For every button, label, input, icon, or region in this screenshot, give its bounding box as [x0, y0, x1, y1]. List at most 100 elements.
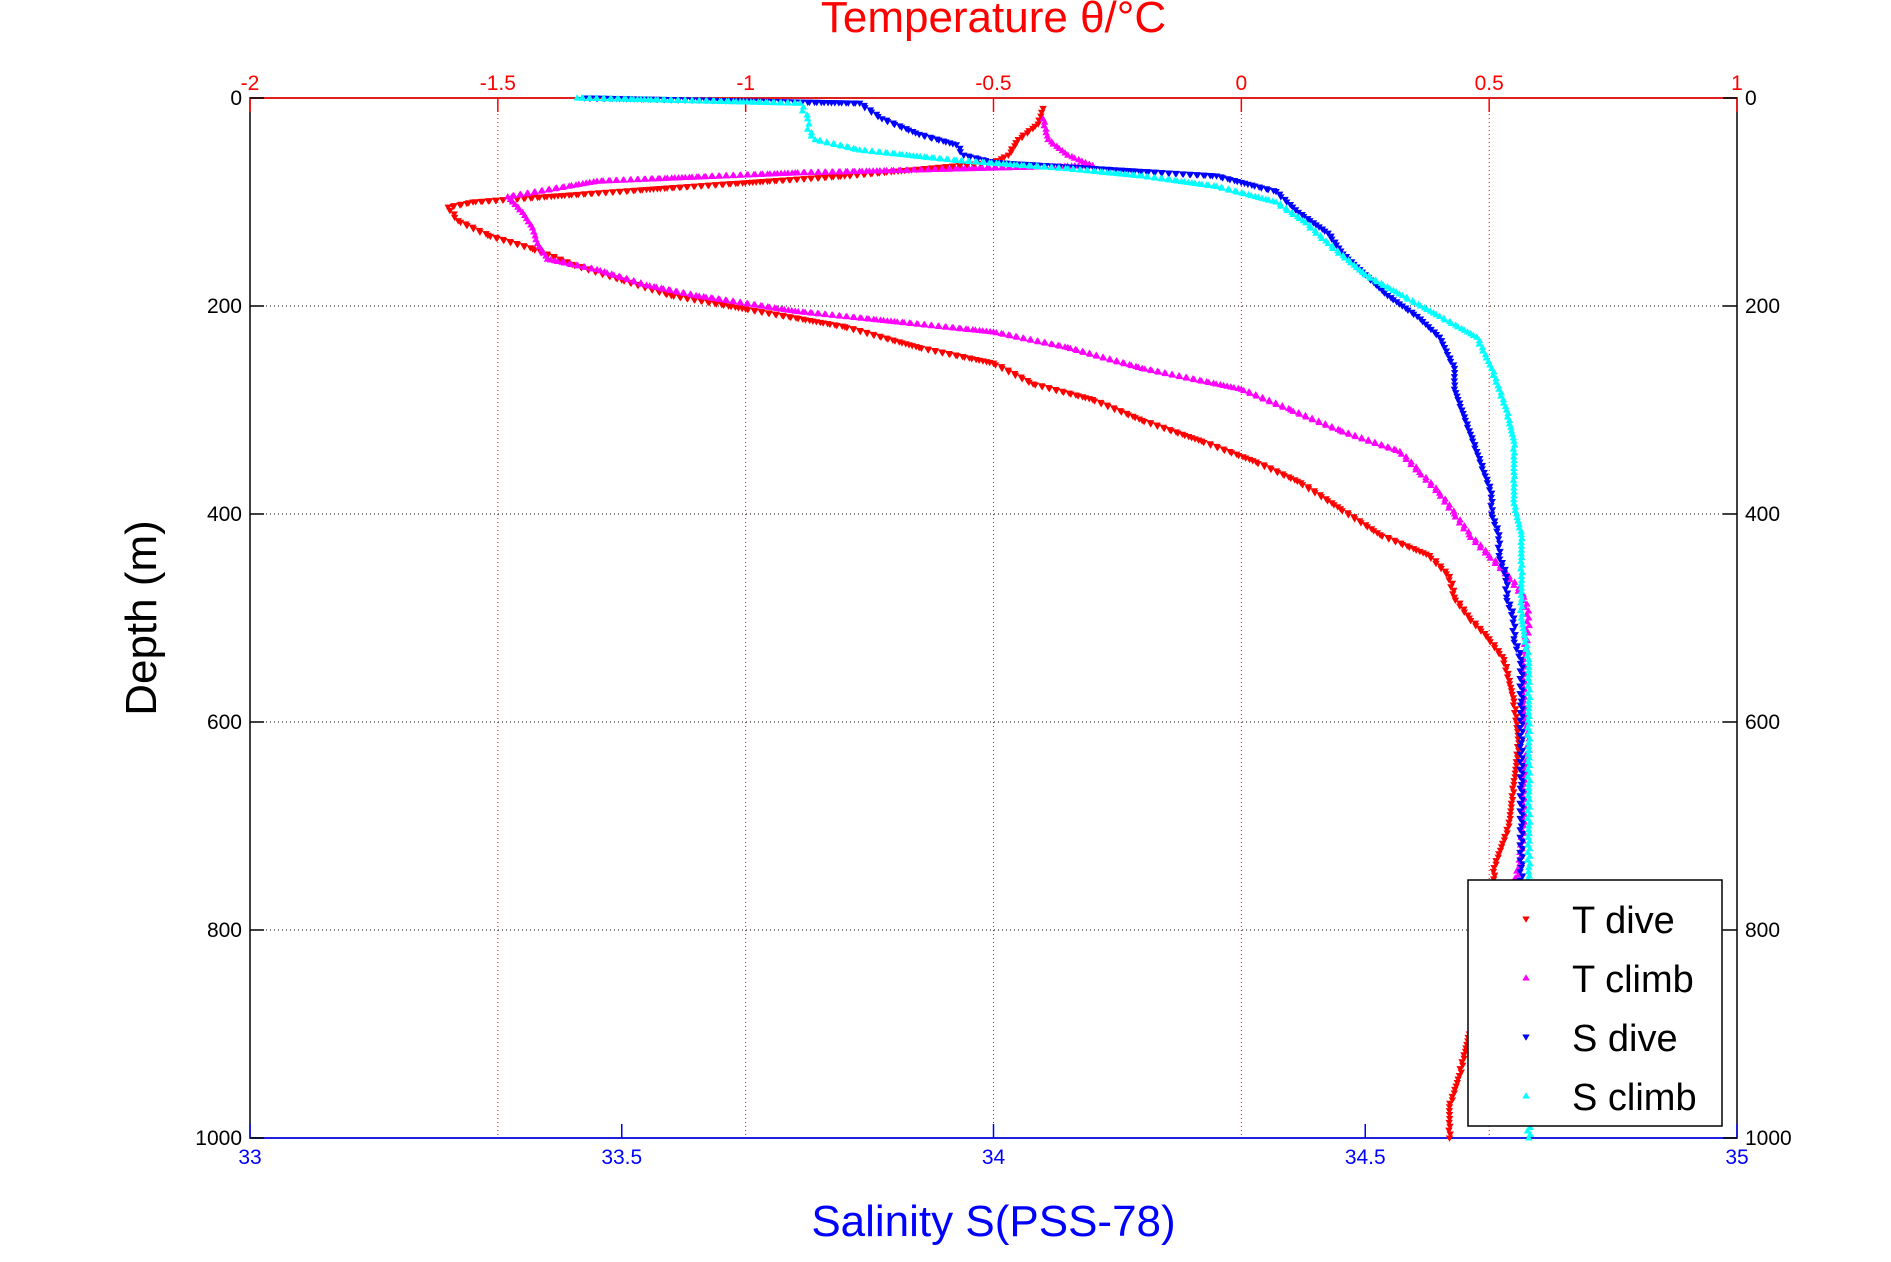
data-point [1013, 161, 1021, 168]
data-point [935, 322, 943, 329]
data-point [1099, 354, 1108, 361]
data-point [1523, 1127, 1532, 1134]
data-point [1371, 439, 1380, 447]
data-point [1519, 755, 1527, 762]
data-point [1475, 455, 1484, 463]
data-point [791, 99, 799, 106]
data-point [773, 304, 781, 311]
data-point [472, 199, 480, 206]
data-point [1489, 371, 1498, 378]
data-point [1279, 403, 1287, 410]
data-point [1518, 831, 1527, 838]
data-point [1013, 333, 1021, 340]
data-point [1502, 663, 1511, 671]
data-point [1328, 424, 1337, 431]
data-point [1486, 483, 1494, 491]
data-point [1338, 428, 1347, 435]
data-point [722, 172, 730, 179]
data-point [1055, 164, 1063, 171]
data-point [1084, 167, 1092, 174]
data-point [1018, 376, 1026, 383]
data-point [843, 312, 851, 320]
data-point [826, 321, 834, 329]
data-point [750, 98, 758, 105]
data-point [1322, 421, 1330, 428]
data-point [1483, 476, 1491, 484]
data-point [596, 266, 604, 274]
data-point [803, 111, 811, 118]
data-point [738, 305, 746, 313]
data-point [890, 121, 899, 129]
data-point [1427, 481, 1435, 488]
data-point [1524, 731, 1532, 738]
data-point [980, 158, 988, 166]
data-point [1333, 504, 1342, 511]
data-point [1179, 171, 1188, 178]
data-point [450, 214, 459, 222]
data-point [1402, 455, 1410, 462]
data-point [476, 229, 484, 236]
data-point [876, 148, 884, 155]
data-point [803, 115, 812, 122]
data-point [1518, 861, 1527, 868]
data-point [588, 265, 596, 272]
left-tick-label: 0 [230, 87, 242, 110]
data-point [1265, 397, 1274, 405]
data-point [842, 167, 850, 175]
data-point [1448, 580, 1457, 588]
data-point [999, 330, 1007, 337]
data-point [1460, 1052, 1468, 1059]
data-point [1453, 393, 1461, 400]
data-point [654, 96, 662, 103]
data-point [1350, 516, 1359, 523]
data-point [1445, 573, 1454, 581]
data-point [778, 177, 786, 185]
data-point [1073, 346, 1081, 353]
data-point [1460, 414, 1469, 421]
data-point [1516, 842, 1524, 849]
data-point [500, 237, 508, 245]
data-point [1501, 667, 1510, 674]
data-point [1526, 1123, 1534, 1130]
data-point [917, 345, 926, 353]
data-point [1518, 873, 1527, 880]
data-point [1504, 670, 1512, 678]
data-point [1449, 591, 1457, 598]
data-point [1439, 341, 1447, 348]
data-point [1460, 1055, 1468, 1063]
data-point [1358, 435, 1366, 442]
data-point [921, 133, 929, 141]
data-point [1445, 1127, 1453, 1134]
data-point [1432, 332, 1441, 339]
data-point [1486, 361, 1494, 368]
data-point [1254, 460, 1262, 468]
data-point [729, 297, 738, 305]
data-point [1038, 384, 1046, 391]
data-point [1373, 277, 1381, 285]
data-point [661, 174, 669, 181]
data-point [1516, 857, 1524, 864]
data-point [1322, 237, 1330, 244]
data-point [1067, 391, 1075, 398]
data-point [1510, 789, 1518, 796]
data-point [1090, 398, 1099, 405]
data-point [1093, 352, 1101, 359]
data-point [1502, 578, 1510, 585]
data-point [533, 194, 542, 202]
data-point [1269, 197, 1277, 204]
data-point [1027, 162, 1035, 169]
data-point [1052, 387, 1061, 395]
data-point [1509, 619, 1517, 626]
data-point [787, 306, 796, 314]
data-point [1097, 401, 1105, 408]
data-point [944, 155, 952, 163]
data-point [661, 96, 669, 103]
data-point [1519, 812, 1527, 819]
left-tick-label: 600 [207, 711, 242, 734]
data-point [1510, 464, 1518, 472]
data-point [855, 167, 864, 174]
data-point [1496, 548, 1504, 556]
data-point [1491, 559, 1499, 566]
data-point [1511, 623, 1519, 631]
data-point [1503, 598, 1511, 605]
